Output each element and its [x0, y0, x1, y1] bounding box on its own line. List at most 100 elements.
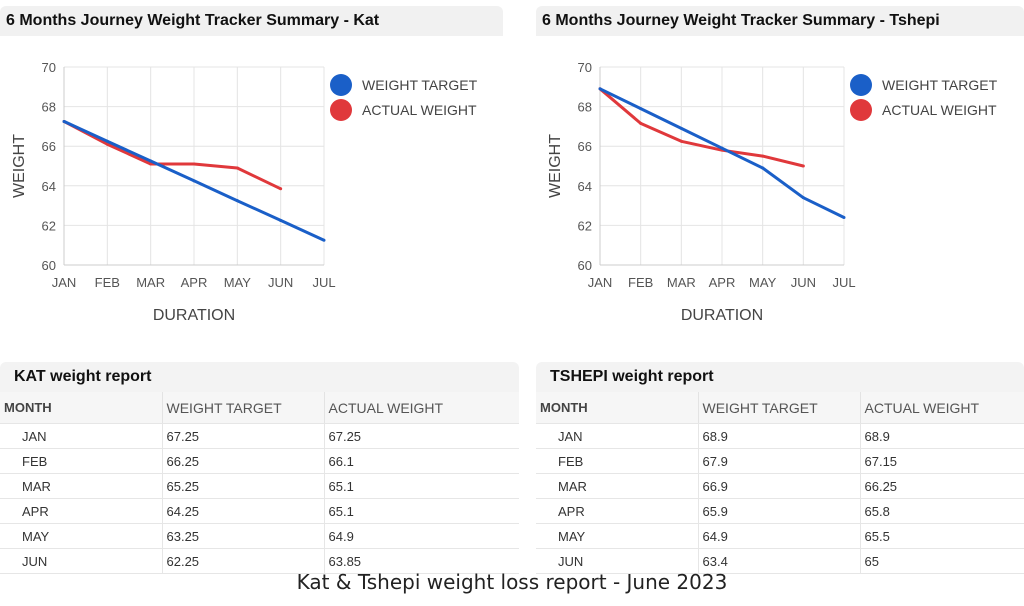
data-point: [192, 162, 196, 166]
y-axis-title: WEIGHT: [547, 134, 564, 198]
table-row: JUN 62.25 63.85: [0, 548, 519, 574]
data-point: [105, 139, 109, 143]
cell-month: MAY: [536, 523, 699, 549]
cell-actual-weight: 68.9: [860, 423, 1024, 449]
series-line-actual-weight: [599, 87, 804, 168]
x-tick-label: APR: [181, 275, 208, 290]
cell-month: MAY: [0, 523, 163, 549]
report-kat: KAT weight report MONTH WEIGHT TARGET AC…: [0, 362, 519, 574]
table-row: FEB 66.25 66.1: [0, 448, 519, 474]
y-tick-label: 64: [578, 179, 592, 194]
column-header-actual-weight: ACTUAL WEIGHT: [324, 392, 519, 424]
legend-marker-weight-target[interactable]: [330, 74, 352, 96]
x-tick-label: FEB: [628, 275, 653, 290]
data-point: [639, 121, 643, 125]
x-tick-label: APR: [709, 275, 736, 290]
line-chart-kat: 60 62 64 66 68 70 JAN FEB MAR APR MAY JUN JUL DURATIO…: [11, 60, 478, 324]
cell-weight-target: 64.9: [698, 523, 861, 549]
cell-actual-weight: 65.5: [860, 523, 1024, 549]
legend-label[interactable]: ACTUAL WEIGHT: [882, 102, 997, 118]
table-header-row: MONTH WEIGHT TARGET ACTUAL WEIGHT: [0, 392, 519, 424]
legend-label[interactable]: WEIGHT TARGET: [882, 77, 998, 93]
x-tick-label: FEB: [95, 275, 120, 290]
cell-actual-weight: 63.85: [324, 548, 519, 574]
cell-month: FEB: [0, 448, 163, 474]
x-tick-label: JUL: [832, 275, 855, 290]
data-point: [801, 164, 805, 168]
data-point: [322, 238, 326, 242]
cell-month: JUN: [0, 548, 163, 574]
cell-weight-target: 68.9: [698, 423, 861, 449]
y-tick-label: 66: [42, 139, 56, 154]
data-point: [62, 119, 66, 123]
cell-month: APR: [536, 498, 699, 524]
data-point: [192, 179, 196, 183]
table-row: MAY 63.25 64.9: [0, 523, 519, 549]
cell-weight-target: 62.25: [162, 548, 325, 574]
legend-label[interactable]: ACTUAL WEIGHT: [362, 102, 477, 118]
x-tick-label: MAR: [136, 275, 165, 290]
x-tick-label: JAN: [588, 275, 613, 290]
column-header-weight-target: WEIGHT TARGET: [698, 392, 861, 424]
x-tick-label: JUL: [312, 275, 335, 290]
cell-month: FEB: [536, 448, 699, 474]
cell-weight-target: 66.25: [162, 448, 325, 474]
x-tick-label: MAR: [667, 275, 696, 290]
series-line-actual-weight: [63, 120, 282, 191]
y-tick-label: 60: [578, 258, 592, 273]
cell-month: JAN: [0, 423, 163, 449]
table-row: MAR 66.9 66.25: [536, 473, 1024, 499]
table-row: JUN 63.4 65: [536, 548, 1024, 574]
cell-actual-weight: 64.9: [324, 523, 519, 549]
x-tick-label: MAY: [749, 275, 777, 290]
y-tick-label: 68: [578, 100, 592, 115]
data-point: [679, 139, 683, 143]
x-axis-title: DURATION: [681, 307, 763, 324]
report-title-kat: KAT weight report: [0, 362, 519, 392]
cell-weight-target: 63.25: [162, 523, 325, 549]
cell-weight-target: 65.9: [698, 498, 861, 524]
table-header-row: MONTH WEIGHT TARGET ACTUAL WEIGHT: [536, 392, 1024, 424]
cell-month: JAN: [536, 423, 699, 449]
data-point: [598, 87, 602, 91]
data-point: [149, 159, 153, 163]
legend-marker-actual-weight[interactable]: [850, 99, 872, 121]
y-tick-label: 70: [578, 60, 592, 75]
chart-title-kat: 6 Months Journey Weight Tracker Summary …: [0, 6, 503, 36]
cell-actual-weight: 65.1: [324, 473, 519, 499]
legend-marker-weight-target[interactable]: [850, 74, 872, 96]
cell-weight-target: 63.4: [698, 548, 861, 574]
chart-title-tshepi: 6 Months Journey Weight Tracker Summary …: [536, 6, 1024, 36]
data-point: [679, 126, 683, 130]
legend-marker-actual-weight[interactable]: [330, 99, 352, 121]
table-row: APR 65.9 65.8: [536, 498, 1024, 524]
cell-actual-weight: 67.15: [860, 448, 1024, 474]
data-point: [720, 146, 724, 150]
cell-actual-weight: 67.25: [324, 423, 519, 449]
data-point: [149, 162, 153, 166]
table-row: JAN 67.25 67.25: [0, 423, 519, 449]
x-tick-label: JUN: [268, 275, 293, 290]
x-tick-label: MAY: [224, 275, 252, 290]
y-tick-label: 60: [42, 258, 56, 273]
report-tshepi: TSHEPI weight report MONTH WEIGHT TARGET…: [536, 362, 1024, 574]
cell-month: JUN: [536, 548, 699, 574]
column-header-month: MONTH: [536, 392, 699, 424]
x-tick-label: JUN: [791, 275, 816, 290]
data-point: [801, 196, 805, 200]
cell-weight-target: 65.25: [162, 473, 325, 499]
data-point: [105, 142, 109, 146]
report-title-tshepi: TSHEPI weight report: [536, 362, 1024, 392]
x-tick-label: JAN: [52, 275, 77, 290]
line-chart-tshepi: 60 62 64 66 68 70 JAN FEB MAR APR MAY JUN JUL DURATIO…: [547, 60, 998, 324]
cell-weight-target: 67.9: [698, 448, 861, 474]
cell-actual-weight: 65.8: [860, 498, 1024, 524]
data-point: [842, 215, 846, 219]
column-header-weight-target: WEIGHT TARGET: [162, 392, 325, 424]
y-tick-label: 70: [42, 60, 56, 75]
table-row: JAN 68.9 68.9: [536, 423, 1024, 449]
data-point: [235, 199, 239, 203]
column-header-month: MONTH: [0, 392, 163, 424]
legend-label[interactable]: WEIGHT TARGET: [362, 77, 478, 93]
table-row: MAR 65.25 65.1: [0, 473, 519, 499]
